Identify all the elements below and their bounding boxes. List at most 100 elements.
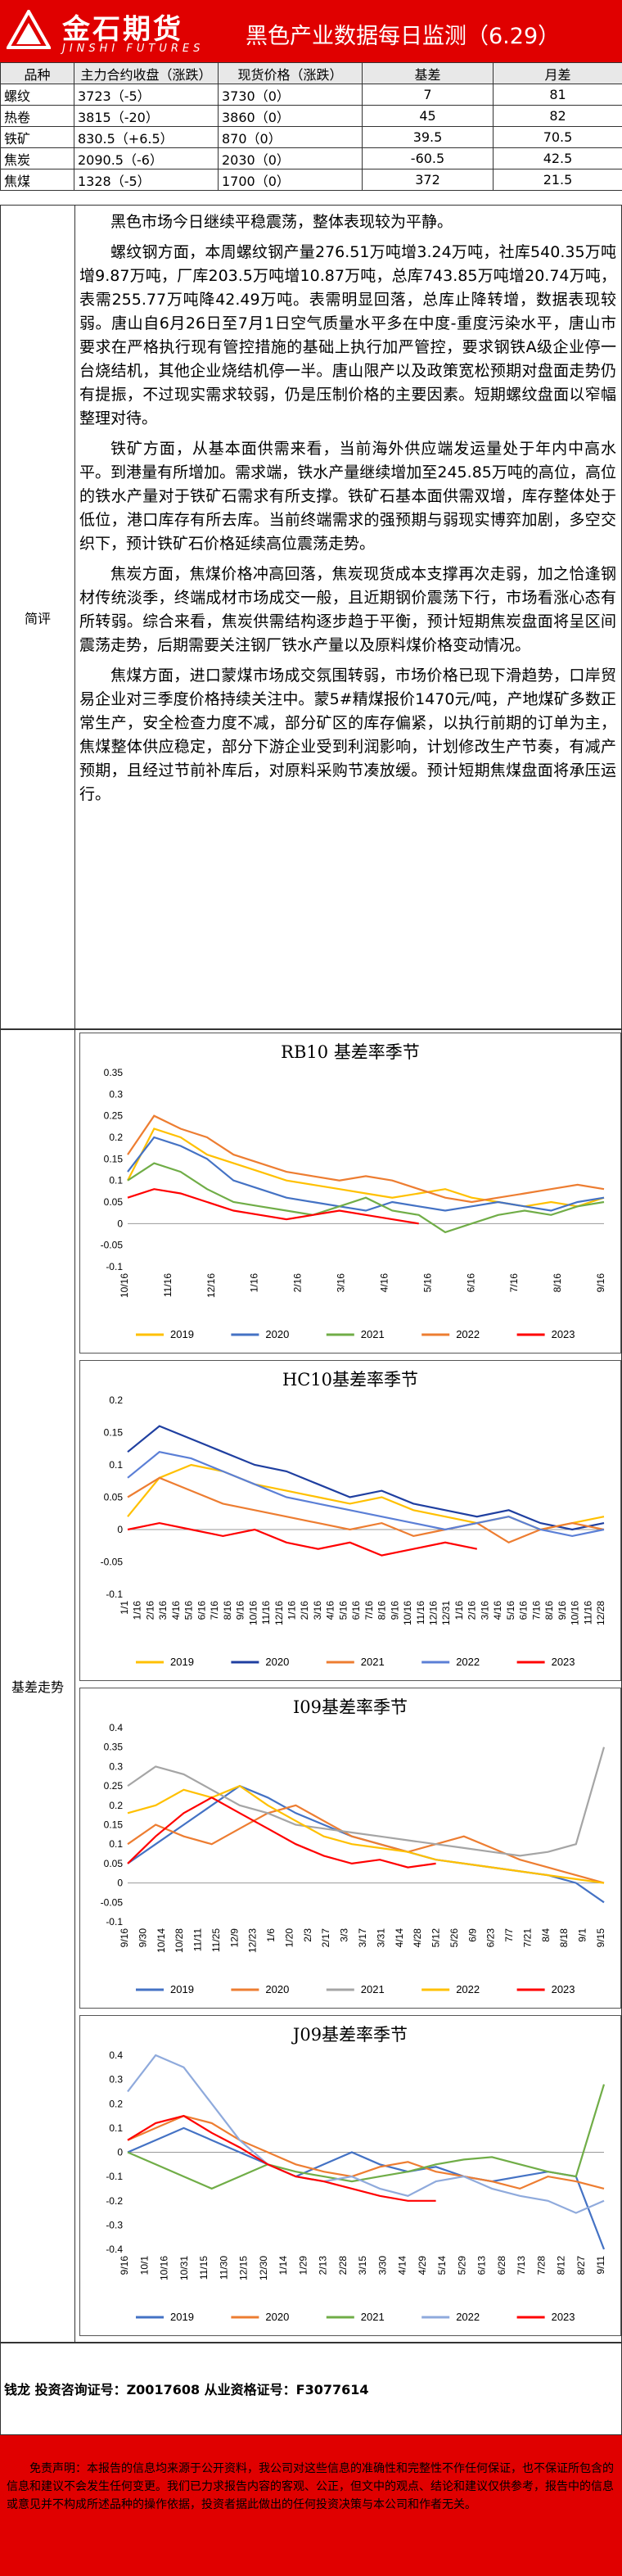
series-line-2022 [127,1784,605,1884]
x-tick-label: 9/16 [235,1601,246,1620]
header-cell: 基差 [362,62,494,84]
y-tick-label: 0.15 [104,1819,124,1831]
x-tick-label: 9/16 [389,1601,400,1620]
y-tick-label: 0 [117,1524,123,1535]
x-tick-label: 7/16 [508,1273,520,1293]
series-line-2022 [127,2054,605,2214]
x-tick-label: 10/16 [159,2256,170,2280]
y-tick-label: 0.2 [109,1132,123,1143]
x-tick-label: 6/16 [196,1601,207,1620]
legend-label: 2020 [265,2311,289,2323]
x-tick-label: 6/9 [466,1928,478,1942]
x-tick-label: 9/16 [119,2256,130,2275]
y-tick-label: 0.05 [104,1492,124,1503]
table-row: 焦炭 2090.5（-6） 2030（0） -60.5 42.5 [0,147,622,169]
y-tick-label: -0.05 [101,1557,124,1568]
x-tick-label: 8/18 [558,1928,570,1948]
legend-label: 2022 [456,2311,480,2323]
cell-basis: 7 [362,84,494,106]
chart-title: J09基差率季节 [291,2025,408,2045]
chart-title: I09基差率季节 [293,1697,408,1717]
x-tick-label: 4/14 [394,1928,405,1948]
x-tick-label: 3/16 [312,1601,323,1620]
x-tick-label: 1/1 [119,1601,130,1615]
x-tick-label: 6/23 [485,1928,497,1948]
y-tick-label: -0.1 [106,1916,123,1927]
x-tick-label: 9/30 [137,1928,148,1948]
x-tick-label: 9/16 [595,1273,606,1293]
summary-paragraph: 黑色市场今日继续平稳震荡，整体表现较为平静。 [110,213,453,231]
y-tick-label: 0.2 [109,2098,123,2109]
x-tick-label: 5/16 [505,1601,516,1620]
x-tick-label: 2/17 [320,1928,331,1948]
cell-basis: 372 [362,169,494,191]
x-tick-label: 1/16 [249,1273,260,1293]
logo-mark-icon [7,10,51,49]
header-cell: 月差 [493,62,622,84]
y-tick-label: 0.35 [104,1742,124,1753]
series-line-2023 [127,2114,436,2202]
y-tick-label: 0.1 [109,1459,123,1471]
y-tick-label: 0.15 [104,1427,124,1439]
cell-spread: 70.5 [493,126,622,148]
x-tick-label: 7/28 [535,2256,547,2275]
x-tick-label: 10/1 [138,2256,150,2275]
x-tick-label: 2/16 [299,1601,310,1620]
y-tick-label: 0.1 [109,2122,123,2134]
disclaimer-section: 免责声明：本报告的信息均来源于公开资料，我公司对这些信息的准确性和完整性不作任何… [0,2435,622,2576]
header-cell: 主力合约收盘（涨跌） [74,62,219,84]
cell-basis: 39.5 [362,126,494,148]
series-line-2023 [127,1796,436,1869]
x-tick-label: 11/16 [582,1601,593,1625]
report-header: 金石期货 JINSHI FUTURES 黑色产业数据每日监测（6.29） [0,0,622,62]
summary-paragraph: 铁矿方面，从基本面供需来看，当前海外供应端发运量处于年内中高水平。到港量有所增加… [79,440,616,553]
cell-spot-price: 870（0） [218,126,363,148]
rb10-basis-chart: RB10 基差率季节 -0.1 -0.05 0 0.05 0.1 0.15 0.2 0.25 0.… [79,1033,621,1354]
y-tick-label: 0.2 [109,1394,123,1406]
chart-title: HC10基差率季节 [282,1370,418,1390]
legend-label: 2022 [456,1328,480,1340]
x-tick-label: 12/15 [238,2256,250,2280]
legend-label: 2020 [265,1983,289,1995]
x-tick-label: 9/11 [595,2256,606,2275]
y-tick-label: 0.3 [109,1760,123,1772]
x-tick-label: 4/28 [412,1928,423,1948]
x-tick-label: 8/16 [543,1601,555,1620]
series-line-2020 [127,1425,605,1531]
j09-basis-chart: J09基差率季节 -0.4 -0.3 -0.2 -0.1 0 0.1 0.2 0.3 0.4 9/1… [79,2015,621,2336]
y-tick-label: 0.05 [104,1858,124,1869]
series-line-2023 [127,1188,419,1225]
x-tick-label: 2/16 [144,1601,156,1620]
summary-section: 简评 黑色市场今日继续平稳震荡，整体表现较为平静。 螺纹钢方面，本周螺纹钢产量2… [0,205,622,1030]
legend-label: 2021 [361,1656,385,1668]
chart-svg: I09基差率季节 -0.1 -0.05 0 0.05 0.1 0.15 0.2 0.25 0.3 0… [101,1697,606,1995]
x-tick-label: 12/23 [247,1928,259,1953]
x-tick-label: 11/15 [198,2256,210,2280]
summary-paragraph: 螺纹钢方面，本周螺纹钢产量276.51万吨增3.24万吨，社库540.35万吨增… [79,243,616,427]
series-line-2020 [127,1804,605,1884]
x-tick-label: 11/16 [260,1601,272,1625]
y-tick-label: 0.4 [109,2050,123,2061]
x-tick-label: 5/16 [421,1273,433,1293]
legend-label: 2021 [361,2311,385,2323]
x-tick-label: 7/21 [521,1928,533,1948]
series-line-2021 [127,1476,605,1544]
table-row: 焦煤 1328（-5） 1700（0） 372 21.5 [0,169,622,191]
x-tick-label: 3/16 [479,1601,490,1620]
x-tick-label: 10/16 [247,1601,259,1625]
analyst-credentials: 钱龙 投资咨询证号：Z0017608 从业资格证号：F3077614 [4,2382,369,2397]
legend-label: 2019 [170,1328,194,1340]
x-tick-label: 12/31 [440,1601,452,1625]
legend-label: 2023 [552,1328,575,1340]
series-line-2023 [127,1521,478,1557]
x-tick-label: 6/13 [476,2256,488,2275]
series-line-2019 [127,1784,605,1904]
legend-label: 2022 [456,1656,480,1668]
y-tick-label: 0.25 [104,1110,124,1122]
x-tick-label: 10/16 [570,1601,581,1625]
x-tick-label: 6/16 [518,1601,530,1620]
x-tick-label: 5/16 [183,1601,195,1620]
x-tick-label: 5/14 [436,2256,448,2275]
x-tick-label: 10/14 [156,1928,167,1953]
